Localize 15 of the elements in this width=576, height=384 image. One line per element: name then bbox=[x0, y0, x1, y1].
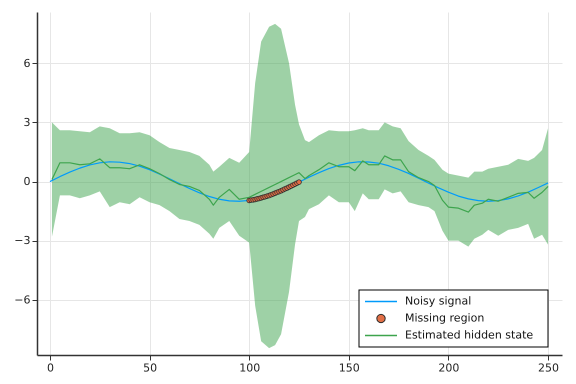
legend-label: Noisy signal bbox=[405, 294, 472, 308]
x-tick-label: 100 bbox=[239, 362, 260, 374]
x-tick-label: 200 bbox=[438, 362, 460, 374]
y-tick-label: −6 bbox=[14, 293, 30, 306]
y-tick-label: 6 bbox=[24, 56, 30, 70]
legend-label: Missing region bbox=[405, 312, 484, 324]
line-series bbox=[51, 155, 549, 213]
y-tick-label: −3 bbox=[14, 234, 30, 248]
x-tick-label: 150 bbox=[338, 362, 360, 374]
x-tick-label: 50 bbox=[143, 362, 158, 374]
legend-label: Estimated hidden state bbox=[405, 328, 534, 342]
x-tick-label: 0 bbox=[46, 362, 54, 374]
y-tick-label: 0 bbox=[24, 175, 30, 188]
x-tick-label: 250 bbox=[538, 362, 560, 374]
y-tick-label: 3 bbox=[24, 116, 30, 129]
